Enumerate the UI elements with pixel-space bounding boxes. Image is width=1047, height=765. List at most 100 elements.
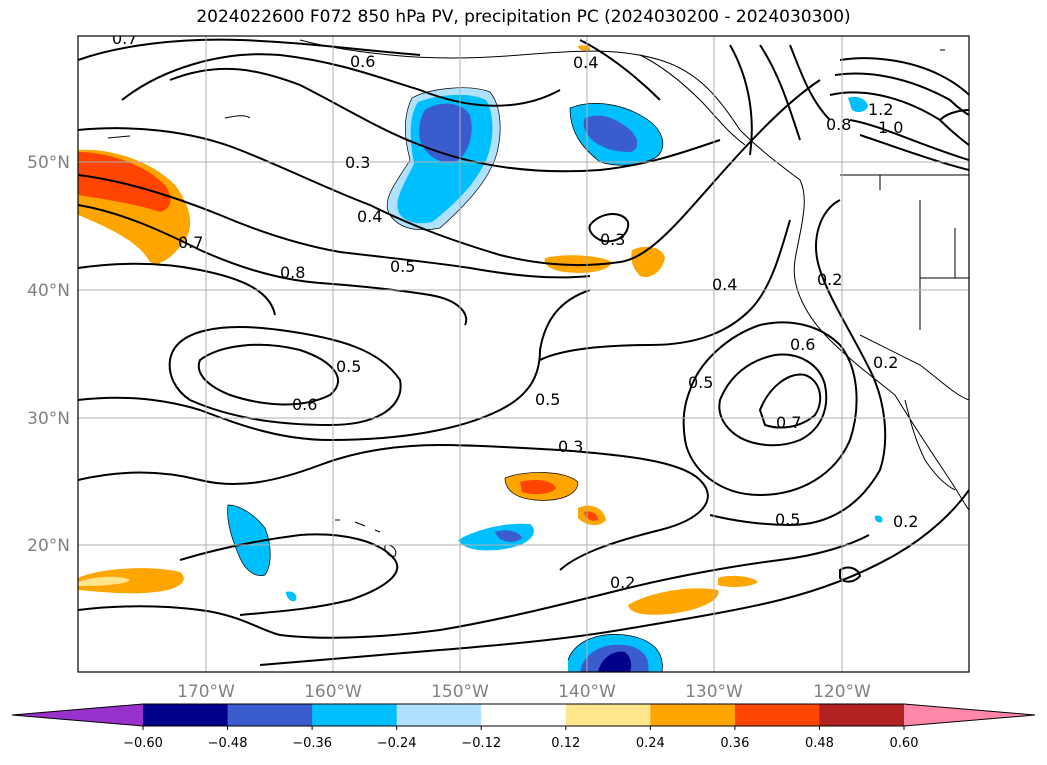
colorbar-segment bbox=[227, 704, 313, 726]
gridlines bbox=[78, 36, 969, 672]
contour-label: 0.2 bbox=[873, 353, 898, 372]
contour-line bbox=[849, 119, 969, 161]
contour-line bbox=[179, 533, 399, 616]
contour-line bbox=[539, 219, 791, 361]
contour-label: 0.3 bbox=[345, 153, 370, 172]
contour-label: 1.2 bbox=[868, 100, 893, 119]
colorbar-tick-label: 0.60 bbox=[890, 736, 919, 751]
contour-label: 0.7 bbox=[178, 233, 203, 252]
shading-outlines bbox=[227, 87, 664, 672]
colorbar-extend-max bbox=[904, 704, 1035, 726]
map-frame bbox=[77, 35, 970, 673]
contour-label: 0.8 bbox=[280, 263, 305, 282]
contour-line bbox=[859, 134, 969, 171]
lat-label: 30°N bbox=[27, 409, 70, 429]
colorbar-segment bbox=[396, 704, 482, 726]
contour-label: 0.5 bbox=[535, 390, 560, 409]
contour-line bbox=[709, 199, 887, 527]
colorbar-segment bbox=[565, 704, 651, 726]
precip-shading bbox=[78, 45, 883, 672]
contour-label: 1.0 bbox=[878, 118, 903, 137]
lon-label: 150°W bbox=[431, 682, 489, 702]
contour-label: 0.2 bbox=[817, 270, 842, 289]
colorbar: −0.60 −0.48 −0.36 −0.24 −0.12 0.12 0.24 0.36 0.4… bbox=[11, 703, 1036, 751]
contour-label: 0.6 bbox=[292, 395, 317, 414]
contour-line bbox=[169, 67, 721, 173]
colorbar-segment bbox=[650, 704, 736, 726]
colorbar-segment bbox=[734, 704, 820, 726]
contour-label: 0.4 bbox=[712, 275, 737, 294]
contour-label: 0.2 bbox=[610, 573, 635, 592]
contour-label: 0.6 bbox=[350, 52, 375, 71]
lon-labels: 170°W 160°W 150°W 140°W 130°W 120°W bbox=[177, 682, 871, 702]
precip-positive-se bbox=[628, 588, 719, 615]
contour-line bbox=[78, 174, 591, 279]
contour-label: 0.7 bbox=[112, 29, 137, 48]
lat-label: 40°N bbox=[27, 281, 70, 301]
colorbar-tick-label: −0.60 bbox=[123, 736, 163, 751]
contour-line bbox=[121, 53, 561, 107]
lon-label: 140°W bbox=[558, 682, 616, 702]
lon-label: 120°W bbox=[813, 682, 871, 702]
lat-label: 50°N bbox=[27, 153, 70, 173]
colorbar-tick-label: 0.36 bbox=[720, 736, 749, 751]
contour-line bbox=[729, 44, 753, 156]
contour-label: 0.2 bbox=[893, 512, 918, 531]
contour-line bbox=[78, 79, 821, 267]
contour-label: 0.5 bbox=[688, 373, 713, 392]
lon-label: 170°W bbox=[177, 682, 235, 702]
precip-positive-mid bbox=[544, 255, 612, 273]
contour-line bbox=[78, 204, 468, 326]
contour-line bbox=[839, 57, 969, 96]
contour-label: 0.5 bbox=[775, 510, 800, 529]
contour-line bbox=[829, 91, 969, 146]
contour-label: 0.3 bbox=[600, 230, 625, 249]
pv-contours bbox=[78, 38, 969, 666]
precip-positive-sw bbox=[78, 568, 184, 594]
colorbar-extend-min bbox=[12, 704, 143, 726]
contour-line bbox=[588, 213, 630, 243]
map-area bbox=[78, 36, 969, 672]
contour-label: 0.7 bbox=[776, 413, 801, 432]
contour-line bbox=[759, 44, 801, 141]
contour-label: 0.8 bbox=[826, 115, 851, 134]
colorbar-tick-label: −0.36 bbox=[292, 736, 332, 751]
lon-label: 160°W bbox=[304, 682, 362, 702]
contour-line bbox=[259, 489, 969, 666]
contour-line bbox=[78, 38, 421, 61]
colorbar-tick-label: −0.48 bbox=[208, 736, 248, 751]
contour-line bbox=[78, 289, 591, 442]
lat-label: 20°N bbox=[27, 536, 70, 556]
contour-line bbox=[682, 321, 858, 497]
colorbar-tick-label: −0.12 bbox=[461, 736, 501, 751]
contour-label: 0.4 bbox=[573, 53, 598, 72]
colorbar-tick-label: 0.24 bbox=[636, 736, 665, 751]
contour-labels: 0.7 0.6 0.4 0.3 0.4 0.7 0.8 0.5 0.3 0.4 … bbox=[112, 29, 918, 592]
contour-label: 0.4 bbox=[357, 207, 382, 226]
lon-label: 130°W bbox=[685, 682, 743, 702]
contour-label: 0.6 bbox=[790, 335, 815, 354]
contour-label: 0.3 bbox=[558, 437, 583, 456]
colorbar-tick-label: −0.24 bbox=[377, 736, 417, 751]
lat-labels: 50°N 40°N 30°N 20°N bbox=[27, 153, 70, 556]
map-title: 2024022600 F072 850 hPa PV, precipitatio… bbox=[196, 7, 851, 27]
contour-line bbox=[718, 353, 828, 447]
colorbar-tick-label: 0.12 bbox=[551, 736, 580, 751]
colorbar-segment bbox=[312, 704, 398, 726]
contour-line bbox=[579, 39, 661, 101]
contour-line bbox=[758, 373, 822, 429]
colorbar-segment bbox=[481, 704, 567, 726]
contour-line bbox=[78, 443, 709, 571]
contour-line bbox=[168, 326, 402, 427]
contour-label: 0.5 bbox=[390, 257, 415, 276]
precip-negative-hawaii bbox=[227, 505, 271, 576]
contour-label: 0.5 bbox=[336, 357, 361, 376]
colorbar-segment bbox=[819, 704, 905, 726]
colorbar-segment bbox=[143, 704, 229, 726]
colorbar-tick-label: 0.48 bbox=[805, 736, 834, 751]
contour-line bbox=[789, 44, 831, 121]
contour-line bbox=[834, 72, 969, 116]
contour-line bbox=[839, 566, 862, 583]
contour-line bbox=[197, 343, 340, 406]
